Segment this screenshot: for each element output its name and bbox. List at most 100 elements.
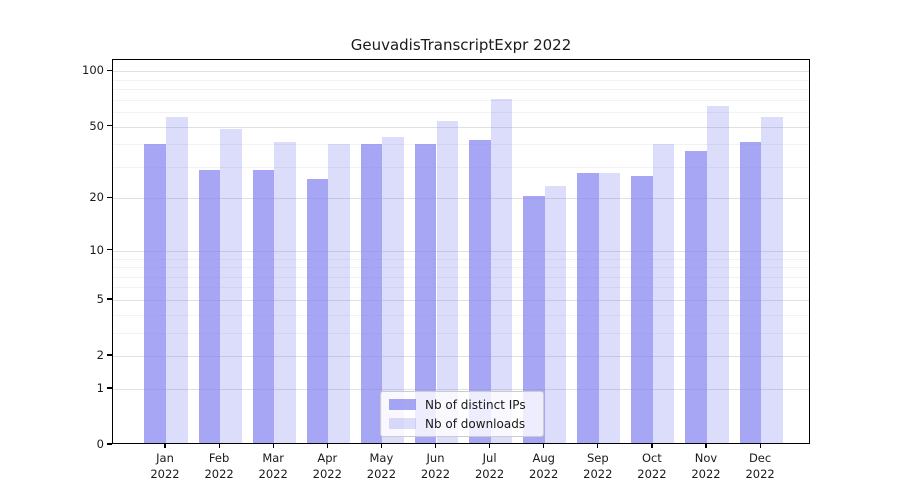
bar-feb-nb-of-distinct-ips [198,170,221,443]
x-tick-label: Oct 2022 [624,450,680,482]
x-tick-mark [759,444,761,448]
x-tick-label: May 2022 [353,450,409,482]
x-tick-mark [651,444,653,448]
bar-aug-nb-of-downloads [544,185,567,443]
x-tick-month: Nov [694,451,718,465]
minor-gridline [113,112,809,114]
y-tick-label: 1 [96,380,104,395]
chart-title: GeuvadisTranscriptExpr 2022 [350,36,572,54]
major-gridline [113,388,809,390]
x-tick-year: 2022 [637,467,667,481]
bar-jun-nb-of-downloads [436,121,459,443]
x-tick-year: 2022 [474,467,505,481]
x-tick-label: Jul 2022 [462,450,518,482]
bar-oct-nb-of-downloads [652,144,675,443]
bar-feb-nb-of-downloads [220,129,242,443]
bar-oct-nb-of-distinct-ips [631,176,653,443]
x-tick-month: Oct [641,451,662,465]
y-tick-mark [107,124,112,127]
y-tick-label: 100 [82,63,104,78]
bar-may-nb-of-distinct-ips [360,144,383,443]
x-tick-label: Jun 2022 [408,450,464,482]
x-tick-label: Apr 2022 [299,450,355,482]
minor-gridline [113,166,809,168]
x-tick-mark [326,444,328,448]
legend-label-downloads: Nb of downloads [425,416,526,431]
bar-mar-nb-of-downloads [274,142,296,443]
x-tick-month: Jun [426,451,445,465]
bar-dec-nb-of-distinct-ips [739,142,762,443]
x-tick-month: Mar [262,451,285,465]
bar-jan-nb-of-distinct-ips [144,144,166,443]
x-tick-year: 2022 [312,467,342,481]
x-tick-year: 2022 [258,467,288,481]
x-tick-mark [164,444,166,448]
x-tick-month: Jan [156,451,174,465]
x-tick-year: 2022 [150,467,180,481]
bar-apr-nb-of-distinct-ips [306,179,329,443]
y-tick-label: 2 [96,348,104,363]
x-tick-mark [597,444,599,448]
x-tick-year: 2022 [366,467,397,481]
minor-gridline [113,332,809,334]
bar-dec-nb-of-downloads [761,116,783,443]
minor-gridline [113,287,809,289]
major-gridline [113,299,809,301]
y-tick-mark [107,443,112,445]
major-gridline [113,356,809,358]
y-tick-label: 20 [89,190,104,205]
x-tick-year: 2022 [204,467,234,481]
bar-nov-nb-of-downloads [707,106,729,443]
minor-gridline [113,314,809,316]
y-tick-label: 5 [96,291,104,306]
bar-jan-nb-of-downloads [166,116,188,443]
x-tick-month: Dec [748,451,772,465]
x-tick-month: Sep [586,451,609,465]
y-tick-mark [107,69,112,71]
legend-label-distinct-ips: Nb of distinct IPs [425,397,526,412]
major-gridline [113,126,809,128]
x-tick-mark [434,444,437,448]
y-tick-label: 0 [96,437,104,451]
y-tick-mark [107,249,112,251]
x-tick-mark [380,444,383,448]
minor-gridline [113,258,809,260]
minor-gridline [113,144,809,146]
minor-gridline [113,276,809,278]
bar-mar-nb-of-distinct-ips [252,170,275,443]
y-tick-mark [107,387,112,389]
plot-area [112,59,810,444]
x-tick-label: Nov 2022 [678,450,734,482]
x-tick-year: 2022 [529,467,559,481]
x-tick-mark [543,444,545,448]
bar-jun-nb-of-distinct-ips [414,144,437,443]
x-tick-month: Aug [532,451,555,465]
legend-swatch-downloads [389,418,416,429]
x-tick-label: Aug 2022 [516,450,572,482]
y-tick-mark [107,298,112,300]
x-tick-mark [272,444,274,448]
legend: Nb of distinct IPs Nb of downloads [380,391,544,437]
minor-gridline [113,99,809,101]
bar-may-nb-of-downloads [382,136,404,443]
bar-apr-nb-of-downloads [328,144,350,443]
bar-jul-nb-of-downloads [490,98,513,443]
x-tick-month: Jul [482,451,497,465]
x-tick-year: 2022 [583,467,613,481]
y-tick-label: 10 [89,242,104,257]
legend-swatch-distinct-ips [389,399,416,410]
x-tick-month: Feb [208,451,230,465]
x-tick-year: 2022 [691,467,721,481]
legend-row-downloads: Nb of downloads [389,417,543,431]
x-tick-mark [489,444,491,448]
bar-sep-nb-of-downloads [598,173,621,443]
major-gridline [113,250,809,252]
x-tick-label: Sep 2022 [570,450,626,482]
x-tick-mark [705,444,707,448]
major-gridline [113,198,809,200]
x-tick-label: Mar 2022 [245,450,301,482]
major-gridline [113,71,809,73]
x-tick-month: Apr [317,451,338,465]
x-tick-year: 2022 [420,467,451,481]
bar-aug-nb-of-distinct-ips [523,196,545,443]
